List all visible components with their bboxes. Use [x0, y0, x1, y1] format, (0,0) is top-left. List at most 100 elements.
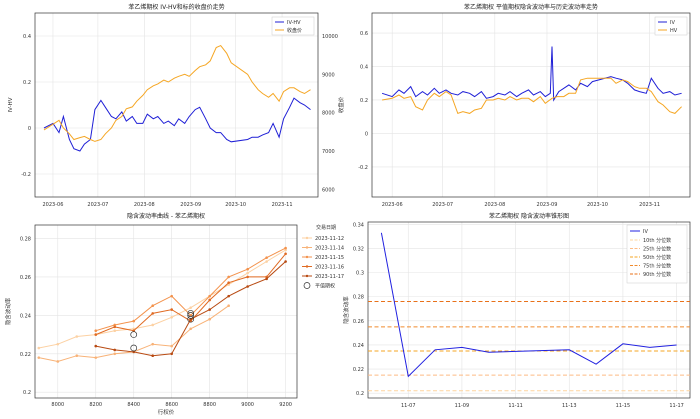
series-line-iv-hv — [43, 97, 311, 152]
data-point — [246, 271, 249, 275]
data-point — [265, 256, 268, 259]
y-tick-label: 0.28 — [353, 295, 364, 301]
data-point — [37, 346, 41, 350]
data-point — [56, 342, 60, 346]
y-tick-label-right: 8000 — [322, 111, 335, 117]
data-point — [246, 267, 249, 271]
data-point — [208, 298, 211, 302]
data-point — [75, 335, 79, 338]
y-axis-label-right: 收盘价 — [337, 96, 345, 113]
series-line — [38, 249, 286, 349]
chart-title: 隐含波动率曲线 - 苯乙烯期权 — [127, 212, 205, 220]
x-tick-label: 2023-07 — [87, 202, 108, 208]
series-line-hv — [382, 77, 682, 115]
x-tick-label: 8800 — [203, 402, 216, 408]
legend-entry: 2023-11-15 — [315, 255, 344, 261]
x-tick-label: 2023-06 — [43, 202, 64, 208]
legend-entry: 2023-11-17 — [315, 274, 344, 280]
data-point — [170, 344, 173, 348]
legend-entry: 90th 分位数 — [643, 271, 671, 278]
data-point — [94, 333, 98, 336]
legend-title: 交易日期 — [316, 224, 336, 231]
y-tick-label: 0.26 — [20, 275, 31, 281]
legend-entry: 收盘价 — [287, 27, 302, 34]
data-point — [284, 248, 287, 252]
data-point — [189, 306, 192, 309]
series-line-close-price — [43, 44, 311, 142]
legend-entry: HV — [670, 28, 678, 34]
legend-marker — [305, 265, 309, 268]
y-tick-label: 0.24 — [353, 343, 364, 349]
legend-entry: 50th 分位数 — [643, 254, 671, 261]
series-line-iv — [381, 46, 682, 102]
y-tick-label-left: 0 — [28, 126, 31, 132]
x-tick-label: 8600 — [165, 402, 178, 408]
legend-entry: 75th 分位数 — [643, 263, 671, 270]
plot-frame — [34, 12, 319, 198]
data-point — [94, 329, 98, 333]
data-point — [284, 246, 287, 250]
y-tick-label-right: 7000 — [322, 149, 335, 155]
plot-frame — [371, 12, 691, 198]
y-tick-label: 0.2 — [356, 391, 364, 397]
legend-marker — [305, 246, 309, 249]
data-point — [208, 317, 211, 321]
data-point — [113, 329, 117, 333]
x-tick-label: 8400 — [127, 402, 140, 408]
x-tick-label: 9000 — [241, 402, 254, 408]
data-point — [132, 319, 136, 323]
x-tick-label: 11-09 — [455, 403, 470, 409]
data-point — [151, 312, 155, 315]
data-point — [265, 277, 268, 281]
y-axis-label-left: IV-HV — [8, 97, 14, 112]
y-tick-label: 0.32 — [353, 247, 364, 253]
legend-marker — [305, 255, 309, 259]
data-point — [208, 308, 211, 311]
grid-lines — [35, 225, 297, 398]
data-point — [246, 285, 249, 288]
x-tick-label: 11-15 — [616, 403, 631, 409]
x-axis-label: 行权价 — [158, 408, 175, 416]
y-axis-label: 隐含波动率 — [4, 297, 12, 325]
data-point — [170, 308, 173, 311]
x-tick-label: 2023-07 — [432, 202, 453, 208]
atm-point — [130, 331, 138, 338]
data-point — [37, 356, 41, 359]
y-tick-label-right: 6000 — [322, 187, 335, 193]
x-tick-label: 2023-11 — [639, 202, 660, 208]
data-point — [227, 294, 230, 298]
plot-frame — [367, 221, 691, 399]
x-tick-label: 2023-10 — [225, 202, 246, 208]
data-point — [113, 325, 117, 329]
data-point — [113, 323, 117, 327]
data-point — [151, 354, 155, 358]
y-tick-label: 0.26 — [353, 319, 364, 325]
chart-title: 苯乙烯期权 平值期权隐含波动率与历史波动率走势 — [464, 3, 598, 11]
y-tick-label: 0.2 — [23, 390, 31, 396]
legend-entry: 25th 分位数 — [643, 246, 671, 253]
y-tick-label: 0.22 — [20, 352, 31, 358]
x-tick-label: 2023-08 — [484, 202, 505, 208]
data-point — [151, 342, 155, 346]
x-tick-label: 11-17 — [669, 403, 684, 409]
legend-entry: 10th 分位数 — [643, 237, 671, 244]
y-tick-label: 0.28 — [20, 236, 31, 242]
legend-entry: 2023-11-12 — [315, 236, 344, 242]
y-tick-label: -0.2 — [358, 165, 368, 171]
grid-lines — [35, 13, 318, 197]
data-point — [284, 260, 287, 263]
data-point — [94, 356, 98, 359]
atm-point — [187, 310, 195, 317]
atm-point — [130, 344, 138, 352]
y-tick-label-right: 10000 — [322, 34, 338, 40]
y-tick-label-right: 9000 — [322, 72, 335, 78]
data-point — [246, 275, 249, 279]
data-point — [151, 323, 155, 327]
chart-title: 苯乙烯期权 隐含波动率锥形图 — [489, 212, 569, 220]
x-tick-label: 2023-10 — [587, 202, 608, 208]
data-point — [56, 360, 60, 363]
series-line-iv — [380, 232, 677, 378]
x-tick-label: 9200 — [279, 402, 292, 408]
data-point — [113, 352, 117, 356]
